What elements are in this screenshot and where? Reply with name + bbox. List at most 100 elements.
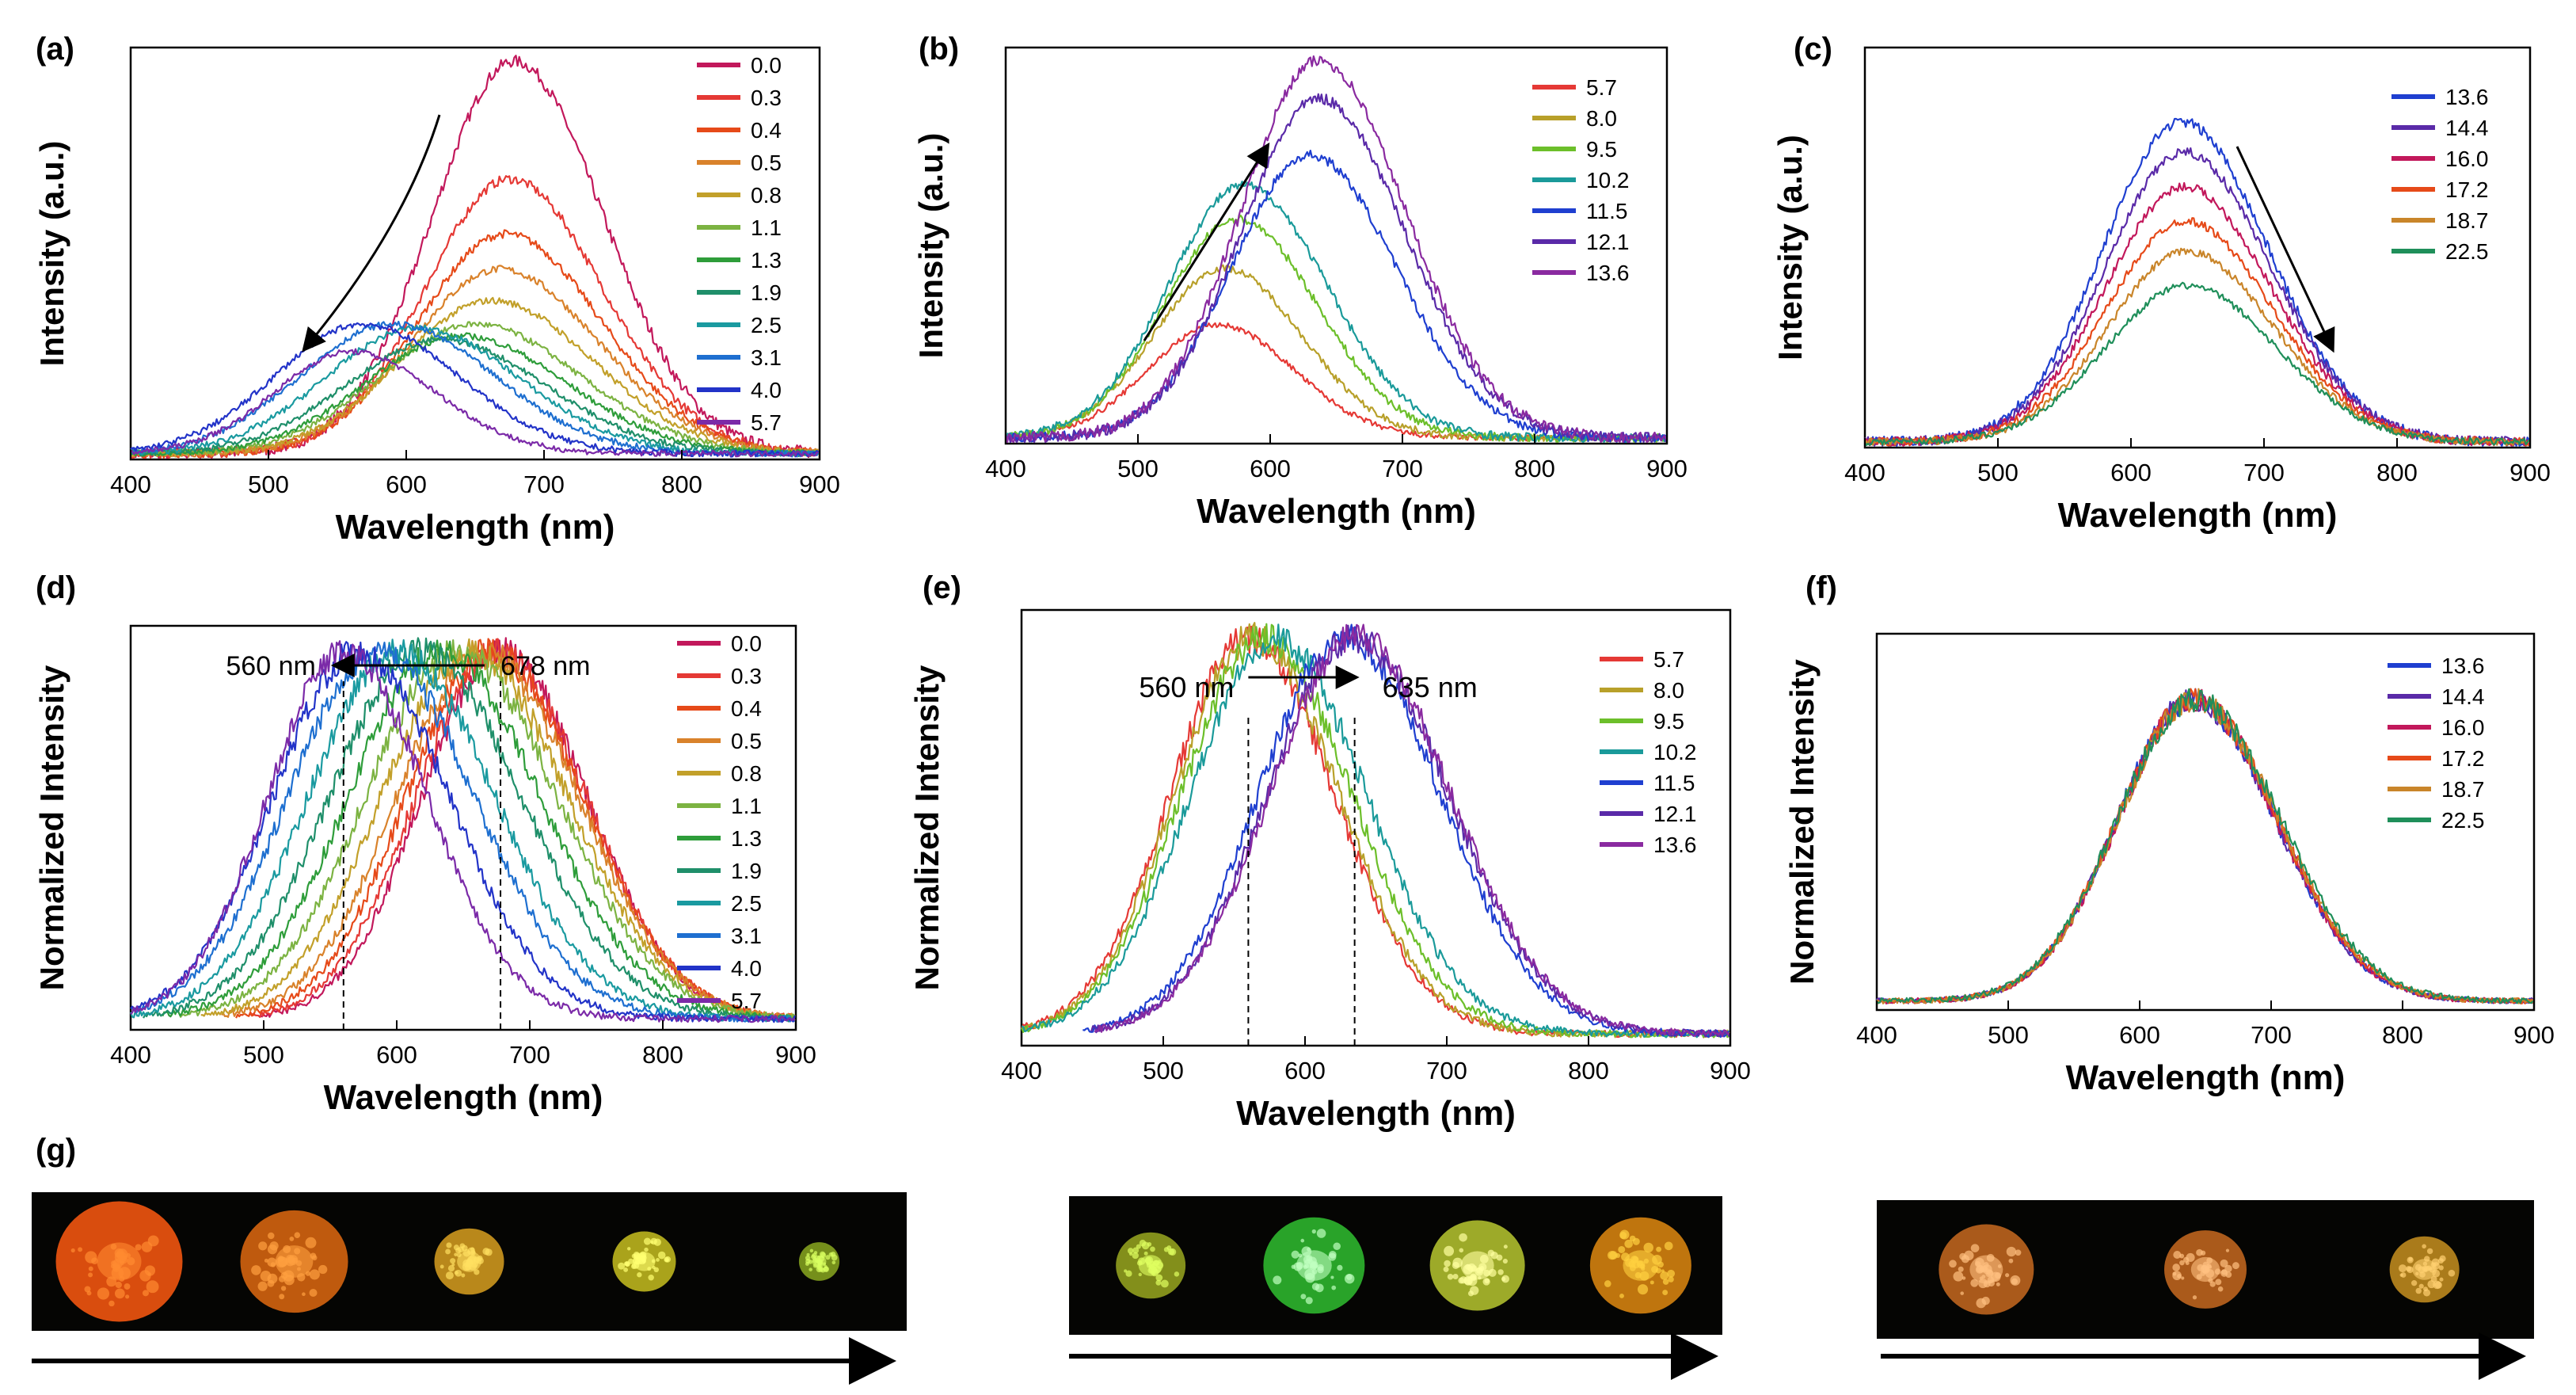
speckle	[644, 1247, 649, 1252]
legend-entry: 8.0	[1586, 106, 1617, 131]
speckle	[1311, 1283, 1320, 1290]
legend-entry: 4.0	[751, 378, 782, 402]
speckle	[1132, 1247, 1140, 1254]
speckle	[2415, 1287, 2422, 1294]
speckle	[2398, 1264, 2407, 1273]
speckle	[1960, 1291, 1965, 1295]
speckle	[289, 1237, 295, 1241]
legend-entry: 0.0	[731, 631, 762, 656]
x-tick-label: 400	[1844, 459, 1885, 486]
speckle	[88, 1266, 93, 1271]
speckle	[643, 1237, 652, 1245]
speckle	[648, 1274, 654, 1281]
peak-annotation: 560 nm	[1139, 671, 1234, 703]
speckle	[459, 1243, 466, 1248]
x-tick-label: 500	[1977, 459, 2019, 486]
speckle	[78, 1247, 83, 1252]
x-tick-label: 700	[509, 1041, 550, 1069]
speckle	[450, 1258, 456, 1264]
speckle	[2181, 1276, 2185, 1280]
speckle	[823, 1266, 829, 1272]
peak-annotation: 560 nm	[226, 651, 315, 681]
speckle	[454, 1252, 458, 1256]
speckle	[1316, 1229, 1326, 1238]
speckle	[1147, 1241, 1152, 1247]
speckle	[1155, 1274, 1163, 1282]
legend-entry: 0.5	[751, 151, 782, 175]
speckle	[1976, 1298, 1986, 1309]
panel-label: (d)	[36, 570, 76, 605]
spot-core	[1296, 1250, 1332, 1281]
speckle	[1459, 1248, 1464, 1253]
speckle	[657, 1251, 666, 1260]
x-tick-label: 400	[110, 1041, 151, 1069]
series-line	[130, 175, 820, 459]
speckle	[813, 1251, 818, 1255]
x-tick-label: 600	[2110, 459, 2152, 486]
x-tick-label: 700	[523, 471, 565, 498]
series-line	[1876, 688, 2534, 1004]
speckle	[482, 1248, 490, 1256]
panel-a: (a) 400 500 600 700 800 900 Wavelength (nm) Inte…	[33, 32, 840, 547]
y-axis-label: Intensity (a.u.)	[33, 141, 70, 367]
legend-entry: 1.3	[751, 248, 782, 273]
panel-b: (b) 400 500 600 700 800 900 Wavelength (nm) Inte…	[912, 32, 1688, 531]
legend-entry: 0.0	[751, 53, 782, 78]
speckle	[445, 1271, 454, 1280]
micrograph-middle	[1069, 1196, 1722, 1335]
spot-core	[2190, 1256, 2220, 1283]
speckle	[1662, 1279, 1669, 1285]
legend-entry: 18.7	[2441, 777, 2485, 802]
speckle	[1624, 1239, 1633, 1248]
x-tick-label: 500	[243, 1041, 284, 1069]
legend-entry: 1.9	[731, 859, 762, 883]
speckle	[1660, 1271, 1669, 1280]
legend-entry: 17.2	[2445, 177, 2489, 202]
speckle	[1291, 1250, 1299, 1259]
micrograph-right	[1877, 1200, 2534, 1339]
speckle	[1155, 1279, 1162, 1286]
series-line	[130, 640, 796, 1023]
speckle	[88, 1272, 93, 1278]
speckle	[2224, 1264, 2232, 1273]
plot-frame	[1004, 46, 1669, 445]
speckle	[2422, 1289, 2431, 1297]
speckle	[1964, 1250, 1974, 1261]
speckle	[1300, 1294, 1307, 1300]
legend-entry: 11.5	[1653, 771, 1695, 795]
speckle	[267, 1257, 277, 1267]
x-tick-label: 900	[775, 1041, 816, 1069]
speckle	[147, 1235, 159, 1247]
speckle	[1619, 1232, 1627, 1240]
speckle	[1501, 1275, 1509, 1283]
speckle	[1503, 1244, 1508, 1249]
speckle	[1643, 1242, 1653, 1253]
x-tick-label: 500	[248, 471, 289, 498]
speckle	[2232, 1262, 2239, 1270]
y-axis-label: Normalized Intensity	[33, 665, 70, 990]
x-tick-label: 700	[1426, 1057, 1467, 1084]
series-line	[1005, 322, 1667, 442]
x-axis-label: Wavelength (nm)	[336, 508, 615, 547]
speckle	[139, 1270, 151, 1282]
speckle	[1443, 1266, 1449, 1272]
speckle	[311, 1255, 318, 1261]
speckle	[251, 1265, 261, 1275]
speckle	[1344, 1273, 1355, 1284]
panel-label: (a)	[36, 32, 74, 67]
speckle	[1169, 1248, 1177, 1256]
series-line	[130, 265, 819, 458]
speckle	[2215, 1279, 2222, 1286]
legend-entry: 5.7	[751, 410, 782, 435]
spot-core	[275, 1245, 314, 1278]
x-tick-label: 800	[1568, 1057, 1609, 1084]
plot-frame	[1875, 632, 2536, 1012]
series-line	[1864, 281, 2530, 446]
speckle	[2427, 1280, 2436, 1289]
panel-label: (c)	[1794, 32, 1832, 67]
legend-entry: 22.5	[2445, 239, 2489, 264]
series-line	[1005, 264, 1666, 443]
speckle	[318, 1264, 328, 1275]
legend-entry: 13.6	[2445, 85, 2489, 109]
speckle	[124, 1283, 131, 1290]
